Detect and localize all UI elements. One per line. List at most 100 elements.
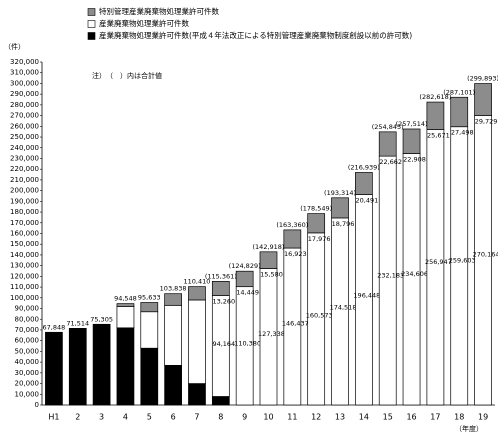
y-tick-label: 110,000 bbox=[10, 283, 39, 291]
bar-segment bbox=[164, 293, 182, 306]
bar-segment bbox=[355, 172, 373, 195]
bar-segment bbox=[426, 101, 445, 130]
bar-segment bbox=[92, 323, 111, 406]
bar-segment bbox=[283, 229, 302, 249]
total-label: (254,845) bbox=[372, 123, 404, 131]
bar-segment bbox=[378, 155, 397, 406]
value-label: 256,947 bbox=[425, 258, 452, 266]
total-label: (142,918) bbox=[253, 243, 285, 251]
total-label: 94,548 bbox=[114, 295, 137, 303]
y-tick-label: 240,000 bbox=[10, 144, 39, 152]
x-tick-label: 4 bbox=[123, 413, 128, 422]
value-label: 18,796 bbox=[332, 220, 355, 228]
value-label: 25,671 bbox=[427, 132, 450, 140]
total-label: (287,101) bbox=[443, 88, 475, 96]
value-label: 232,183 bbox=[377, 272, 404, 280]
bar-segment bbox=[402, 128, 421, 154]
bar-segment bbox=[402, 153, 421, 406]
x-tick-label: 7 bbox=[194, 413, 199, 422]
y-tick-label: 260,000 bbox=[10, 122, 39, 130]
x-tick-label: 3 bbox=[99, 413, 104, 422]
note: 注） （ ）内は合計値 bbox=[92, 71, 162, 80]
value-label: 20,491 bbox=[355, 196, 378, 204]
legend-swatch bbox=[87, 20, 96, 28]
bar-segment bbox=[235, 270, 254, 288]
value-label: 196,448 bbox=[353, 292, 380, 300]
total-label: 67,848 bbox=[43, 323, 66, 331]
total-label: 103,838 bbox=[160, 285, 187, 293]
y-tick-label: 230,000 bbox=[10, 154, 39, 162]
y-tick-label: 80,000 bbox=[15, 315, 40, 323]
x-tick-label: 14 bbox=[359, 413, 369, 422]
y-tick-label: 190,000 bbox=[10, 197, 39, 205]
bar-segment bbox=[68, 327, 87, 406]
x-tick-label: 2 bbox=[75, 413, 80, 422]
bar-segment bbox=[474, 83, 492, 116]
x-tick-label: 16 bbox=[406, 413, 416, 422]
y-tick-label: 0 bbox=[35, 401, 39, 409]
total-label: 95,633 bbox=[138, 293, 161, 301]
bar-segment bbox=[450, 96, 469, 128]
x-tick-label: 12 bbox=[311, 413, 321, 422]
y-tick-label: 310,000 bbox=[10, 69, 39, 77]
y-tick-label: 290,000 bbox=[10, 90, 39, 98]
y-tick-label: 50,000 bbox=[15, 347, 40, 355]
y-tick-label: 170,000 bbox=[10, 219, 39, 227]
legend-label: 特別管理産業廃棄物処理業許可件数 bbox=[99, 6, 219, 16]
x-tick-label: 5 bbox=[147, 413, 152, 422]
value-label: 174,518 bbox=[330, 304, 357, 312]
x-tick-label: 15 bbox=[383, 413, 393, 422]
total-label: (216,939) bbox=[348, 163, 380, 171]
bar-segment bbox=[45, 331, 63, 406]
y-unit: （件） bbox=[4, 42, 25, 51]
legend-swatch bbox=[87, 32, 96, 40]
x-tick-label: 18 bbox=[454, 413, 464, 422]
y-tick-label: 90,000 bbox=[15, 305, 40, 313]
x-tick-label: 13 bbox=[335, 413, 345, 422]
bar-segment bbox=[259, 251, 278, 269]
x-unit: （年度） bbox=[455, 424, 483, 433]
value-label: 234,606 bbox=[401, 270, 428, 278]
value-label: 14,449 bbox=[236, 289, 259, 297]
value-label: 15,580 bbox=[260, 271, 283, 279]
value-label: 160,573 bbox=[306, 312, 333, 320]
y-tick-label: 140,000 bbox=[10, 251, 39, 259]
x-tick-label: 9 bbox=[242, 413, 247, 422]
total-label: 71,514 bbox=[66, 319, 89, 327]
x-tick-label: 19 bbox=[478, 413, 488, 422]
bar-segment bbox=[474, 115, 492, 406]
y-tick-label: 280,000 bbox=[10, 101, 39, 109]
bar-segment bbox=[140, 347, 159, 406]
bar-segment bbox=[450, 126, 469, 406]
y-tick-label: 150,000 bbox=[10, 240, 39, 248]
value-label: 270,164 bbox=[473, 250, 498, 258]
bar-segment bbox=[211, 280, 230, 296]
total-label: (163,360) bbox=[276, 221, 308, 229]
legend-swatch bbox=[87, 8, 96, 16]
y-tick-label: 40,000 bbox=[15, 358, 40, 366]
total-label: (124,829) bbox=[229, 262, 261, 270]
x-tick-label: 10 bbox=[263, 413, 273, 422]
y-tick-label: 210,000 bbox=[10, 176, 39, 184]
total-label: (282,618) bbox=[419, 93, 451, 101]
bar-segment bbox=[426, 129, 445, 406]
bar-segment bbox=[355, 194, 373, 406]
y-tick-label: 300,000 bbox=[10, 79, 39, 87]
bar-segment bbox=[188, 286, 206, 301]
x-tick-label: 11 bbox=[287, 413, 297, 422]
value-label: 29,729 bbox=[475, 117, 498, 125]
y-tick-label: 160,000 bbox=[10, 230, 39, 238]
bar-segment bbox=[307, 213, 326, 234]
y-tick-label: 180,000 bbox=[10, 208, 39, 216]
total-label: (193,314) bbox=[324, 189, 356, 197]
total-label: 110,410 bbox=[184, 278, 211, 286]
total-label: (299,893) bbox=[467, 75, 498, 83]
value-label: 27,498 bbox=[451, 129, 474, 137]
y-tick-label: 220,000 bbox=[10, 165, 39, 173]
y-tick-label: 70,000 bbox=[15, 326, 40, 334]
value-label: 22,662 bbox=[379, 158, 402, 166]
total-label: (178,549) bbox=[300, 205, 332, 213]
bar-segment bbox=[211, 396, 230, 406]
bar-segment bbox=[116, 327, 135, 406]
